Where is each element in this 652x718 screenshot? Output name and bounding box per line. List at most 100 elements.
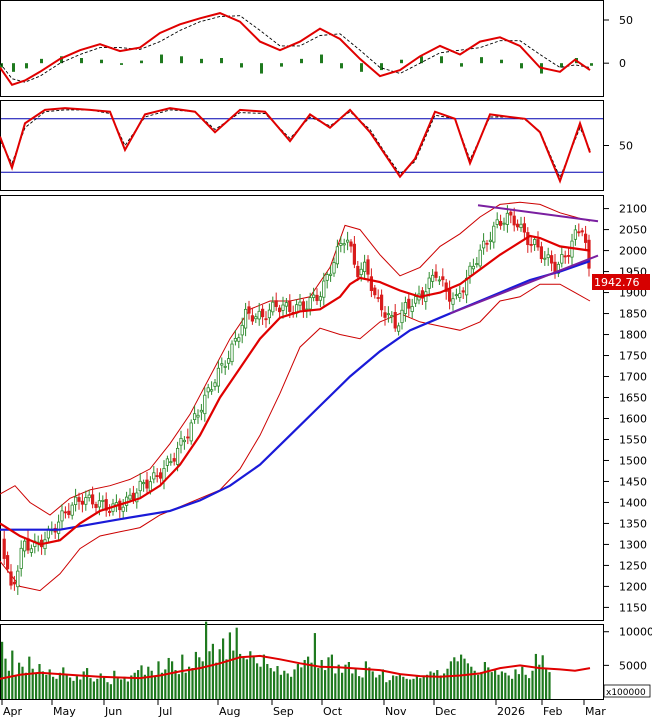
- volume-bar: [358, 676, 361, 699]
- candle-down: [12, 581, 16, 585]
- y-tick-label: 1200: [619, 580, 647, 593]
- candle-up: [308, 297, 312, 310]
- candle-up: [60, 510, 64, 522]
- volume-bar: [21, 666, 24, 699]
- candle-down: [420, 290, 425, 299]
- candle-down: [155, 475, 159, 477]
- histogram-bar: [440, 56, 443, 64]
- candle-up: [328, 273, 333, 276]
- candle-up: [97, 500, 101, 508]
- histogram-bar: [220, 58, 223, 64]
- volume-bar: [52, 676, 55, 699]
- volume-bar: [330, 654, 333, 699]
- volume-bar: [388, 680, 391, 699]
- volume-bar: [378, 674, 381, 699]
- volume-bar: [48, 669, 51, 699]
- volume-bar: [361, 677, 364, 699]
- volume-bar: [252, 656, 255, 699]
- candle-up: [230, 343, 234, 363]
- volume-bar: [31, 668, 34, 699]
- y-tick-label: 2050: [619, 224, 647, 237]
- volume-bar: [310, 662, 313, 699]
- histogram-bar: [100, 59, 103, 64]
- volume-bar: [41, 671, 44, 699]
- candle-down: [6, 555, 10, 570]
- volume-bar: [276, 666, 279, 699]
- candle-up: [478, 249, 482, 267]
- candle-up: [16, 570, 20, 588]
- volume-bar: [191, 668, 194, 699]
- candle-up: [451, 298, 455, 305]
- candle-down: [366, 259, 370, 275]
- last-price-tag-background: [592, 274, 650, 290]
- volume-bar: [215, 662, 218, 699]
- candle-down: [91, 494, 95, 505]
- volume-bar: [507, 675, 510, 699]
- volume-bar: [347, 662, 350, 699]
- candle-up: [495, 219, 499, 225]
- candle-down: [444, 282, 448, 292]
- histogram-bar: [25, 63, 28, 69]
- volume-bar: [405, 678, 408, 699]
- x-tick-label: Jul: [158, 705, 172, 718]
- volume-bar: [286, 673, 289, 699]
- volume-bar: [160, 672, 163, 699]
- x-tick-label: Mar: [585, 705, 606, 718]
- volume-bar: [446, 668, 449, 699]
- volume-bar: [453, 657, 456, 699]
- volume-bar: [171, 661, 174, 699]
- momentum-panel: [0, 100, 604, 191]
- volume-bar: [218, 649, 221, 699]
- candle-up: [121, 506, 125, 512]
- volume-bar: [538, 664, 541, 699]
- candle-up: [233, 337, 237, 342]
- volume-bar: [116, 678, 119, 699]
- candle-down: [315, 294, 319, 302]
- candle-down: [553, 261, 557, 273]
- candle-up: [471, 265, 476, 270]
- candle-up: [216, 367, 220, 387]
- volume-bar: [395, 676, 398, 699]
- candle-up: [213, 382, 217, 387]
- histogram-bar: [520, 63, 523, 69]
- volume-bar: [11, 650, 14, 699]
- candle-up: [223, 365, 227, 368]
- candle-up: [70, 504, 74, 516]
- volume-bar: [7, 670, 10, 699]
- momentum-signal-line: [0, 109, 591, 179]
- candle-down: [2, 538, 6, 559]
- volume-bar: [211, 643, 214, 699]
- volume-bar: [86, 668, 89, 699]
- volume-bar: [514, 669, 517, 699]
- volume-bar: [58, 672, 61, 699]
- candle-up: [22, 540, 27, 552]
- volume-bar: [392, 675, 395, 699]
- candle-up: [556, 263, 561, 274]
- volume-bar: [28, 656, 31, 699]
- x-tick-label: Nov: [385, 705, 407, 718]
- histogram-bar: [420, 56, 423, 64]
- histogram-bar: [12, 63, 15, 72]
- volume-bar: [327, 657, 330, 699]
- last-price-value: 1942.76: [594, 276, 640, 289]
- candle-up: [203, 394, 207, 415]
- histogram-bar: [120, 63, 123, 65]
- x-tick-label: 2026: [497, 705, 525, 718]
- volume-bar: [521, 666, 524, 699]
- volume-bar: [385, 682, 388, 699]
- candle-up: [284, 302, 289, 307]
- volume-bar: [490, 672, 493, 699]
- volume-bar: [65, 675, 68, 699]
- volume-bar: [242, 657, 245, 699]
- volume-bar: [531, 670, 534, 699]
- y-tick-label: 1750: [619, 350, 647, 363]
- y-tick-label: 1650: [619, 392, 647, 405]
- volume-bar: [92, 681, 95, 699]
- candle-up: [390, 315, 394, 318]
- volume-bar: [24, 672, 27, 699]
- candle-down: [77, 497, 81, 502]
- volume-bar: [307, 656, 310, 699]
- trendline: [477, 204, 599, 223]
- volume-bar: [419, 678, 422, 699]
- volume-bar: [181, 654, 184, 699]
